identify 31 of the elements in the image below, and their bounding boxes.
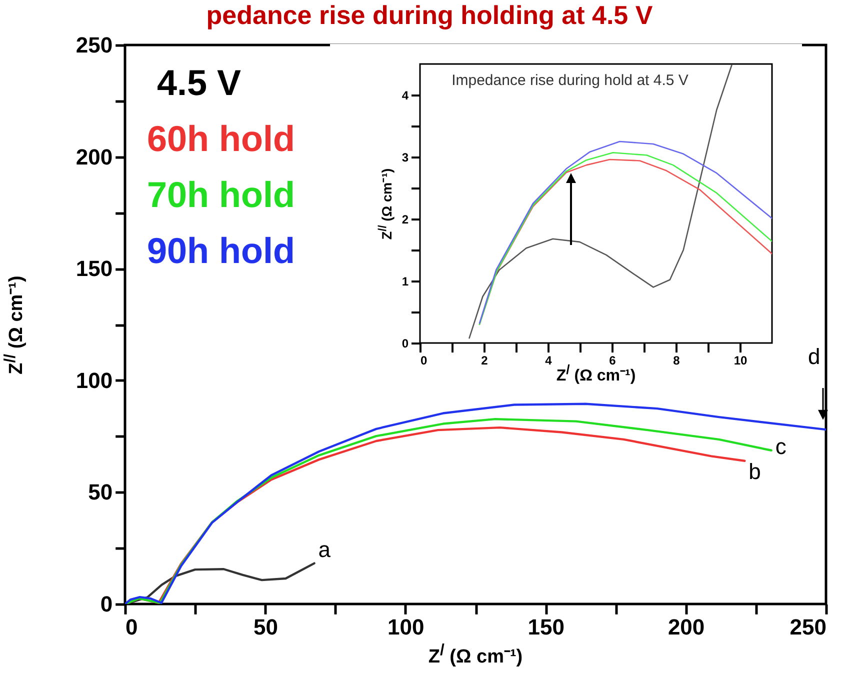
chart-title: pedance rise during holding at 4.5 V: [205, 0, 654, 31]
x-tick-label: 8: [673, 354, 680, 368]
y-tick-label: 1: [402, 274, 409, 288]
x-tick-label: 4: [545, 354, 552, 368]
x-tick-label: 200: [668, 614, 705, 640]
x-tick-label: 2: [481, 354, 488, 368]
legend-title: 4.5 V: [156, 61, 242, 105]
y-tick-label: 3: [402, 150, 409, 164]
y-tick-label: 2: [402, 212, 409, 226]
y-tick-label: 50: [88, 480, 113, 505]
annotation: Impedance rise during hold at 4.5 V: [450, 72, 690, 89]
y-tick-label: 0: [402, 336, 409, 350]
y-tick-label: 4: [402, 88, 409, 102]
y-tick-label: 150: [76, 256, 113, 282]
y-tick-label: 0: [100, 592, 113, 616]
annotation: d: [808, 344, 820, 370]
text: 70h hold: [147, 173, 296, 217]
text: 90h hold: [147, 229, 296, 273]
x-tick-label: 150: [528, 614, 564, 640]
y-tick-label: 250: [76, 32, 113, 58]
x-tick-label: 0: [420, 354, 428, 368]
x-axis-title: Z$^{/}$ (Ω cm⁻¹): [427, 642, 524, 669]
text: 60h hold: [147, 117, 296, 161]
x-tick-label: 10: [734, 354, 748, 368]
x-tick-label: 0: [126, 614, 138, 640]
y-tick-label: 200: [76, 144, 113, 170]
x-tick-label: 50: [253, 614, 278, 640]
annotation: c: [775, 434, 786, 460]
annotation: b: [748, 458, 761, 485]
x-tick-label: 250: [790, 614, 826, 640]
annotation: a: [318, 537, 331, 564]
